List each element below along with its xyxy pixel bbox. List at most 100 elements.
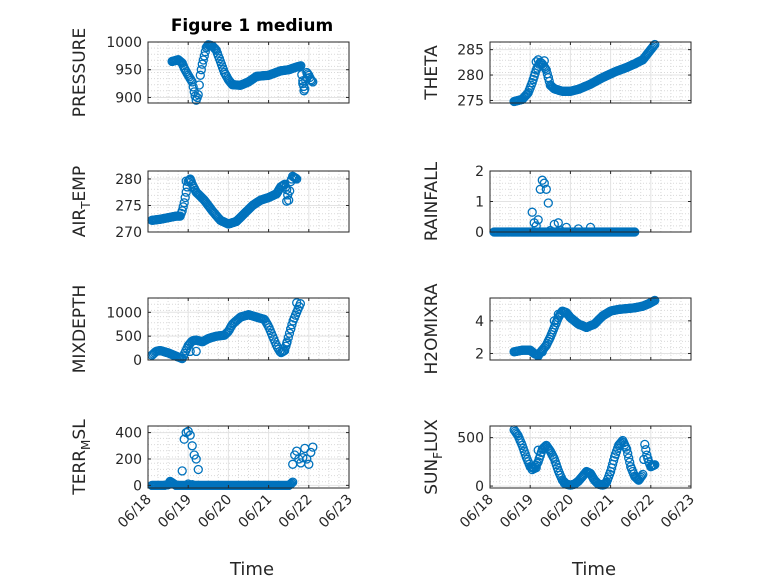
figure-title: Figure 1 medium — [171, 16, 333, 36]
y-axis-label: MIXDEPTH — [70, 285, 90, 374]
data-point — [209, 43, 219, 53]
y-axis-label: RAINFALL — [422, 161, 442, 241]
y-axis-label-main: H2OMIXRA — [422, 283, 442, 374]
data-point — [286, 324, 296, 334]
data-point — [283, 332, 293, 343]
x-axis-label-right: Time — [571, 559, 616, 580]
axes-box — [489, 425, 692, 489]
data-point — [179, 198, 189, 208]
subplot-airemp: 270 275 280 AIRTEMP — [70, 166, 350, 241]
y-tick-label: 270 — [115, 225, 142, 241]
axes-box — [147, 41, 350, 104]
y-axis-label-subscript: M — [79, 440, 93, 450]
data-point — [641, 445, 651, 455]
subplot-rainfall: 0 1 2 RAINFALL — [422, 161, 692, 241]
data-point — [648, 42, 658, 52]
data-point — [553, 309, 563, 319]
x-axis-label-left: Time — [229, 559, 274, 580]
data-point — [561, 222, 572, 233]
data-point — [302, 67, 312, 78]
data-point — [299, 86, 309, 96]
data-point — [292, 298, 302, 308]
subplot-pressure: 900 950 1000 PRESSURE — [70, 28, 350, 117]
data-point — [521, 90, 531, 100]
y-tick-label: 2 — [475, 164, 484, 180]
data-point — [195, 70, 205, 80]
data-point — [191, 346, 201, 357]
data-point — [282, 196, 292, 206]
y-axis-label: H2OMIXRA — [422, 283, 442, 374]
data-point — [559, 478, 570, 488]
data-point — [638, 469, 648, 480]
y-tick-label: 275 — [457, 93, 484, 109]
data-point — [511, 428, 521, 438]
y-tick-label: 0 — [133, 478, 142, 494]
data-point — [197, 59, 207, 69]
y-tick-label: 400 — [115, 426, 142, 442]
data-point — [533, 55, 543, 65]
data-point — [178, 202, 188, 212]
data-point — [532, 458, 542, 469]
data-point — [543, 443, 553, 453]
y-tick-label: 275 — [115, 198, 142, 214]
data-point — [307, 76, 317, 86]
data-point — [585, 222, 596, 233]
y-tick-label: 0 — [475, 479, 484, 495]
data-point — [599, 479, 610, 490]
y-axis-label-main: AIR — [70, 209, 90, 238]
data-point — [531, 463, 541, 473]
y-axis-label-tail: SL — [70, 419, 90, 440]
data-point — [181, 176, 191, 186]
data-point — [284, 328, 295, 338]
data-point — [650, 460, 660, 470]
axes-box — [147, 297, 350, 361]
y-tick-label: 950 — [115, 63, 142, 79]
axes-box — [147, 170, 350, 233]
data-point — [298, 453, 308, 463]
subplot-mixdepth: 0 500 1000 MIXDEPTH — [70, 285, 350, 374]
data-point — [186, 75, 196, 85]
y-tick-label: 0 — [475, 225, 484, 241]
y-tick-label: 1 — [475, 195, 484, 211]
data-point — [533, 215, 543, 225]
y-tick-label: 200 — [115, 452, 142, 468]
y-tick-label: 0 — [133, 353, 142, 369]
data-point — [295, 299, 306, 309]
data-point — [185, 430, 195, 440]
y-tick-label: 280 — [115, 172, 142, 188]
y-axis-label-main: SUN — [422, 459, 442, 495]
data-point — [539, 56, 549, 66]
y-tick-label: 280 — [457, 68, 484, 84]
y-axis-label: THETA — [422, 45, 442, 101]
y-axis-label-subscript: T — [79, 201, 93, 210]
data-point — [193, 464, 203, 475]
data-point — [185, 346, 195, 357]
y-axis-label-subscript: F — [431, 452, 445, 459]
y-axis-label-tail: LUX — [422, 419, 442, 452]
y-axis-label: TERRMSL — [70, 419, 93, 496]
y-tick-label: 500 — [115, 329, 142, 345]
axes-box — [489, 297, 692, 361]
data-point — [636, 472, 646, 482]
data-point — [198, 55, 208, 65]
data-point — [193, 90, 203, 100]
data-point — [282, 338, 292, 348]
y-axis-label-tail: EMP — [70, 166, 90, 202]
data-point — [531, 221, 541, 231]
data-point — [296, 61, 306, 71]
data-point — [302, 454, 312, 464]
data-point — [199, 51, 209, 61]
data-point — [187, 480, 197, 490]
data-point — [549, 316, 559, 326]
y-axis-label-main: RAINFALL — [422, 161, 442, 241]
data-point — [181, 187, 191, 197]
axes-box — [147, 425, 350, 489]
y-axis-label-main: MIXDEPTH — [70, 285, 90, 374]
data-point — [285, 186, 295, 196]
y-axis-label: PRESSURE — [70, 28, 90, 117]
data-point — [573, 224, 584, 234]
data-point — [537, 347, 547, 357]
data-point — [188, 82, 198, 92]
data-point — [543, 72, 553, 83]
